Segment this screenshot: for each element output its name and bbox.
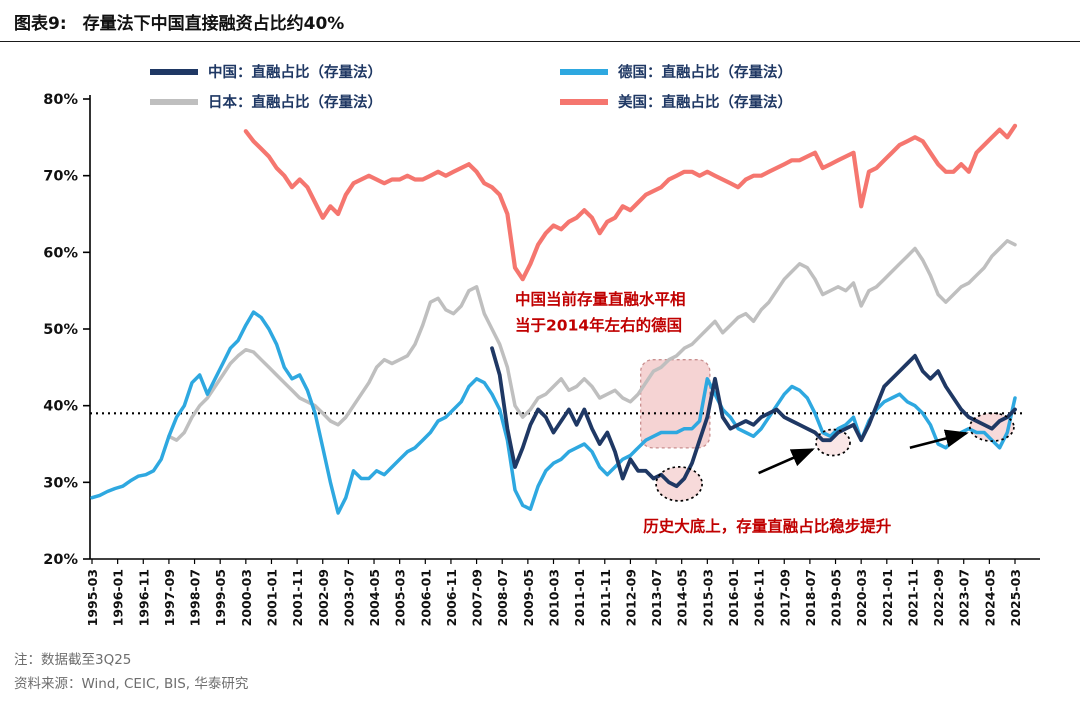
annotation-arrow-1 <box>758 448 815 475</box>
y-axis-label: 50% <box>43 322 78 338</box>
y-axis-label: 60% <box>43 245 78 261</box>
annotation-arrow-2 <box>909 429 969 450</box>
legend-item-china: 中国：直融占比（存量法） <box>150 63 382 81</box>
figure-title: 存量法下中国直接融资占比约40% <box>82 14 345 34</box>
y-axis-label: 80% <box>43 92 78 108</box>
x-axis-label: 2021-01 <box>880 569 895 626</box>
x-axis-label: 1998-07 <box>188 569 203 626</box>
x-axis-label: 2007-09 <box>470 569 485 626</box>
x-axis-label: 2021-11 <box>905 569 920 626</box>
figure-footer: 注：数据截至3Q25 资料来源：Wind, CEIC, BIS, 华泰研究 <box>0 644 1080 696</box>
x-axis-label: 2015-03 <box>700 569 715 626</box>
x-axis-label: 2023-07 <box>957 569 972 626</box>
x-axis-label: 2001-01 <box>265 569 280 626</box>
x-axis-label: 1997-09 <box>162 569 177 626</box>
series-line-japan <box>167 239 1017 442</box>
x-axis-label: 2001-11 <box>290 569 305 626</box>
x-axis-label: 1999-05 <box>213 569 228 626</box>
x-axis-label: 1995-03 <box>85 569 100 626</box>
series-line-china <box>490 346 1017 489</box>
x-axis-label: 2004-05 <box>367 569 382 626</box>
x-axis-label: 2014-05 <box>675 569 690 626</box>
legend-label-us: 美国：直融占比（存量法） <box>618 93 792 111</box>
x-axis-label: 2006-01 <box>418 569 433 626</box>
x-axis-label: 1996-01 <box>111 569 126 626</box>
annotation-text-2: 历史大底上，存量直融占比稳步提升 <box>643 516 892 535</box>
legend-item-germany: 德国：直融占比（存量法） <box>560 63 792 81</box>
trough-circle-3 <box>969 412 1015 442</box>
x-axis-label: 2016-01 <box>726 569 741 626</box>
y-axis-label: 70% <box>43 169 78 185</box>
x-axis-label: 2010-03 <box>547 569 562 626</box>
x-axis-label: 2020-03 <box>854 569 869 626</box>
y-axis-label: 30% <box>43 475 78 491</box>
figure-note: 注：数据截至3Q25 <box>14 652 132 668</box>
figure-source: 资料来源：Wind, CEIC, BIS, 华泰研究 <box>14 675 249 692</box>
legend-label-japan: 日本：直融占比（存量法） <box>208 93 382 111</box>
x-axis-label: 2022-09 <box>931 569 946 626</box>
trough-circle-2 <box>815 428 851 457</box>
x-axis-label: 2006-11 <box>444 569 459 626</box>
figure-header: 图表9: 存量法下中国直接融资占比约40% <box>0 0 1080 42</box>
x-axis-label: 1996-11 <box>136 569 151 626</box>
x-axis-label: 2003-07 <box>341 569 356 626</box>
figure-tag: 图表9: <box>14 14 67 34</box>
x-axis-label: 2009-05 <box>521 569 536 626</box>
x-axis-label: 2008-07 <box>495 569 510 626</box>
x-axis-label: 2011-11 <box>598 569 613 626</box>
y-axis-label: 40% <box>43 399 78 415</box>
x-axis-label: 2018-07 <box>803 569 818 626</box>
report-figure-page: 图表9: 存量法下中国直接融资占比约40% 20% 30% 40% 50% 60% 70%… <box>0 0 1080 696</box>
x-axis-label: 2002-09 <box>316 569 331 626</box>
axes: 20% 30% 40% 50% 60% 70% 80% 1995-03 1996-01 1996-… <box>43 92 1040 626</box>
x-axis-label: 2011-01 <box>572 569 587 626</box>
legend-item-us: 美国：直融占比（存量法） <box>560 93 792 111</box>
y-axis-label: 20% <box>43 552 78 568</box>
x-axis-label: 2017-09 <box>777 569 792 626</box>
annotation-text-1: 中国当前存量直融水平相 <box>515 290 686 309</box>
x-axis-label: 2005-03 <box>393 569 408 626</box>
x-axis-label: 2013-07 <box>649 569 664 626</box>
x-axis-label: 2000-03 <box>239 569 254 626</box>
x-axis-label: 2019-05 <box>829 569 844 626</box>
legend-label-china: 中国：直融占比（存量法） <box>208 63 382 81</box>
x-axis-label: 2025-03 <box>1008 569 1023 626</box>
line-chart: 20% 30% 40% 50% 60% 70% 80% 1995-03 1996-01 1996-… <box>43 63 1040 626</box>
x-axis-label: 2024-05 <box>982 569 997 626</box>
legend-label-germany: 德国：直融占比（存量法） <box>618 63 792 81</box>
annotation-text-1: 当于2014年左右的德国 <box>515 316 682 335</box>
series-line-us <box>243 123 1018 282</box>
legend-item-japan: 日本：直融占比（存量法） <box>150 93 382 111</box>
x-axis-label: 2016-11 <box>752 569 767 626</box>
trough-circle-1 <box>655 466 703 502</box>
x-axis-label: 2012-09 <box>623 569 638 626</box>
